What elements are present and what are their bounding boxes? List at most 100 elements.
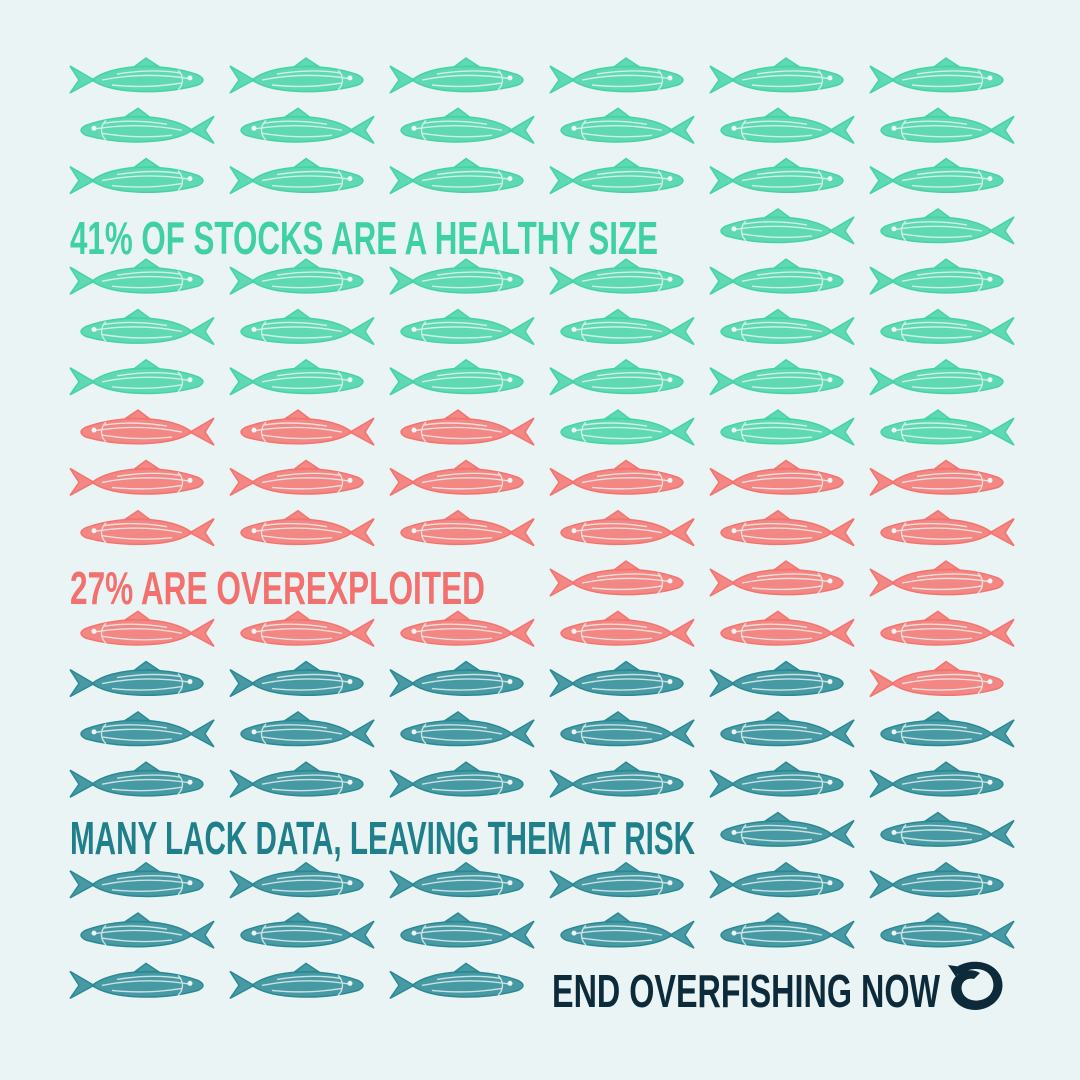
fish [880, 207, 1015, 245]
fish [720, 308, 855, 346]
data-deficient-message: MANY LACK DATA, LEAVING THEM AT RISK [70, 812, 695, 864]
fish [549, 57, 684, 94]
fish [549, 861, 684, 899]
fish [229, 660, 364, 698]
fish [709, 660, 844, 698]
call-to-action: END OVERFISHING NOW [552, 965, 940, 1017]
fish [869, 459, 1004, 497]
fish [69, 258, 204, 295]
fish [549, 358, 684, 396]
fish [80, 509, 215, 547]
fish [720, 710, 855, 748]
fish [389, 57, 524, 94]
fish [69, 459, 204, 497]
fish [389, 861, 524, 899]
fish [389, 157, 524, 195]
fish [549, 761, 684, 798]
fish [229, 459, 364, 497]
fish [869, 761, 1004, 798]
fish [880, 409, 1015, 446]
fish [869, 560, 1004, 597]
fish [869, 358, 1004, 396]
fish [400, 409, 535, 446]
fish [560, 710, 695, 748]
fish [709, 358, 844, 396]
fish [720, 107, 855, 144]
fish [229, 962, 364, 1000]
fish [560, 509, 695, 547]
fish [560, 107, 695, 144]
fish [80, 710, 215, 748]
fish [560, 409, 695, 446]
fish [709, 258, 844, 295]
fish [389, 459, 524, 497]
fish [709, 861, 844, 899]
fish [720, 811, 855, 849]
fish [69, 157, 204, 195]
fish [389, 660, 524, 698]
fish-grid [69, 57, 1015, 1000]
fish [229, 861, 364, 899]
fish [389, 761, 524, 798]
fish [549, 560, 684, 597]
fish [240, 409, 375, 446]
logo [948, 961, 1003, 1010]
fish [720, 912, 855, 949]
fish [709, 157, 844, 195]
fish [880, 912, 1015, 949]
fish [240, 509, 375, 547]
fish [69, 761, 204, 798]
fish [389, 258, 524, 295]
fish [880, 811, 1015, 849]
fish [400, 710, 535, 748]
fish [80, 107, 215, 144]
fish [549, 459, 684, 497]
fish [869, 861, 1004, 899]
fish [69, 962, 204, 1000]
fish [720, 610, 855, 647]
fish [69, 358, 204, 396]
fish [549, 157, 684, 195]
healthy-message: 41% OF STOCKS ARE A HEALTHY SIZE [70, 212, 658, 264]
fish [69, 861, 204, 899]
fish [709, 560, 844, 597]
fish [229, 157, 364, 195]
fish [880, 610, 1015, 647]
fish [709, 57, 844, 94]
fish [229, 57, 364, 94]
fish [400, 610, 535, 647]
fish [720, 207, 855, 245]
fish [69, 660, 204, 698]
fish [69, 57, 204, 94]
fish [880, 107, 1015, 144]
fish [709, 459, 844, 497]
fish [229, 358, 364, 396]
overexploited-message: 27% ARE OVEREXPLOITED [70, 562, 485, 614]
fish [880, 509, 1015, 547]
fish [720, 409, 855, 446]
fish [869, 157, 1004, 195]
fish [880, 308, 1015, 346]
fish [549, 660, 684, 698]
fish [240, 710, 375, 748]
fish [240, 610, 375, 647]
fish [80, 610, 215, 647]
fish [709, 761, 844, 798]
fish [240, 107, 375, 144]
fish [229, 258, 364, 295]
fish [720, 509, 855, 547]
fish [869, 57, 1004, 94]
fish [400, 509, 535, 547]
fish [560, 308, 695, 346]
fish [400, 912, 535, 949]
fish [80, 308, 215, 346]
fish [869, 258, 1004, 295]
fish [229, 761, 364, 798]
fish [389, 962, 524, 1000]
fish [880, 710, 1015, 748]
fish [869, 660, 1004, 698]
fish [560, 610, 695, 647]
fish [80, 912, 215, 949]
